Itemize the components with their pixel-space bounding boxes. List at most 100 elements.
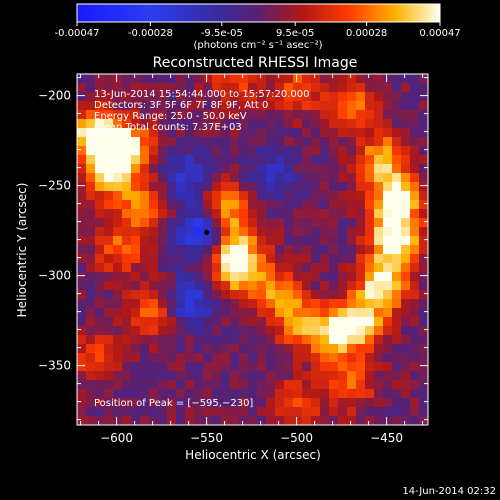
heatmap-pixel (311, 317, 321, 327)
heatmap-pixel (212, 272, 222, 282)
heatmap-pixel (293, 200, 303, 210)
heatmap-pixel (86, 308, 96, 318)
heatmap-pixel (167, 110, 177, 120)
heatmap-pixel (194, 335, 204, 345)
heatmap-pixel (266, 83, 276, 93)
heatmap-pixel (158, 74, 168, 84)
heatmap-pixel (194, 164, 204, 174)
heatmap-pixel (248, 281, 258, 291)
heatmap-pixel (329, 326, 339, 336)
heatmap-pixel (383, 110, 393, 120)
heatmap-pixel (410, 92, 420, 102)
heatmap-pixel (302, 173, 312, 183)
heatmap-pixel (410, 299, 420, 309)
heatmap-pixel (131, 326, 141, 336)
heatmap-pixel (392, 155, 402, 165)
heatmap-pixel (113, 209, 123, 219)
heatmap-pixel (86, 200, 96, 210)
heatmap-pixel (383, 83, 393, 93)
heatmap-pixel (284, 371, 294, 381)
heatmap-pixel (221, 209, 231, 219)
heatmap-pixel (77, 92, 87, 102)
heatmap-pixel (329, 416, 339, 426)
heatmap-pixel (221, 200, 231, 210)
heatmap-pixel (392, 92, 402, 102)
heatmap-pixel (239, 317, 249, 327)
heatmap-pixel (221, 128, 231, 138)
heatmap-pixel (356, 236, 366, 246)
heatmap-pixel (383, 209, 393, 219)
heatmap-pixel (167, 308, 177, 318)
heatmap-pixel (77, 407, 87, 417)
heatmap-pixel (284, 155, 294, 165)
heatmap-pixel (95, 83, 105, 93)
heatmap-pixel (302, 416, 312, 426)
heatmap-pixel (77, 191, 87, 201)
heatmap-pixel (365, 344, 375, 354)
heatmap-pixel (77, 218, 87, 228)
heatmap-pixel (365, 200, 375, 210)
heatmap-pixel (122, 380, 132, 390)
heatmap-pixel (140, 344, 150, 354)
heatmap-pixel (410, 290, 420, 300)
heatmap-pixel (419, 128, 429, 138)
heatmap-pixel (410, 155, 420, 165)
heatmap-pixel (320, 308, 330, 318)
heatmap-pixel (257, 110, 267, 120)
heatmap-pixel (401, 236, 411, 246)
heatmap-pixel (320, 362, 330, 372)
heatmap-pixel (221, 164, 231, 174)
heatmap-pixel (356, 254, 366, 264)
heatmap-pixel (113, 110, 123, 120)
heatmap-pixel (365, 164, 375, 174)
heatmap-pixel (347, 209, 357, 219)
heatmap-pixel (158, 218, 168, 228)
heatmap-pixel (239, 200, 249, 210)
heatmap-pixel (302, 218, 312, 228)
heatmap-pixel (266, 398, 276, 408)
heatmap-pixel (275, 380, 285, 390)
heatmap-pixel (257, 227, 267, 237)
heatmap-pixel (275, 101, 285, 111)
heatmap-pixel (392, 254, 402, 264)
heatmap-pixel (311, 290, 321, 300)
heatmap-pixel (131, 272, 141, 282)
heatmap-pixel (185, 272, 195, 282)
heatmap-pixel (221, 182, 231, 192)
heatmap-pixel (356, 326, 366, 336)
heatmap-pixel (284, 209, 294, 219)
heatmap-pixel (329, 119, 339, 129)
heatmap-pixel (77, 245, 87, 255)
heatmap-pixel (221, 191, 231, 201)
heatmap-pixel (320, 317, 330, 327)
heatmap-pixel (284, 101, 294, 111)
heatmap-pixel (419, 137, 429, 147)
heatmap-pixel (257, 380, 267, 390)
heatmap-pixel (158, 299, 168, 309)
heatmap-pixel (140, 128, 150, 138)
heatmap-pixel (374, 128, 384, 138)
heatmap-pixel (95, 326, 105, 336)
heatmap-pixel (374, 317, 384, 327)
heatmap-pixel (293, 335, 303, 345)
heatmap-pixel (140, 407, 150, 417)
heatmap-pixel (149, 263, 159, 273)
heatmap-pixel (86, 83, 96, 93)
heatmap-pixel (320, 173, 330, 183)
heatmap-pixel (131, 353, 141, 363)
heatmap-pixel (230, 191, 240, 201)
heatmap-pixel (140, 281, 150, 291)
heatmap-pixel (248, 128, 258, 138)
heatmap-pixel (95, 173, 105, 183)
heatmap-pixel (293, 290, 303, 300)
heatmap-pixel (167, 83, 177, 93)
heatmap-pixel (203, 326, 213, 336)
heatmap-pixel (320, 299, 330, 309)
heatmap-pixel (410, 191, 420, 201)
heatmap-pixel (86, 245, 96, 255)
heatmap-pixel (248, 398, 258, 408)
heatmap-pixel (239, 128, 249, 138)
heatmap-pixel (86, 335, 96, 345)
heatmap-pixel (302, 254, 312, 264)
heatmap-pixel (176, 371, 186, 381)
